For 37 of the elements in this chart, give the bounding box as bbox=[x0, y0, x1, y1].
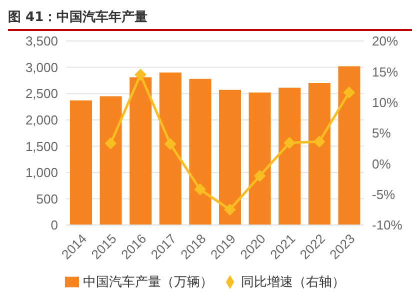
y2-tick-label: 20% bbox=[372, 34, 398, 49]
y2-tick-label: -5% bbox=[372, 186, 396, 202]
point bbox=[224, 204, 236, 216]
bar bbox=[338, 66, 360, 225]
point bbox=[284, 136, 296, 149]
y-tick-label: 3,000 bbox=[25, 60, 58, 75]
bar bbox=[189, 78, 212, 225]
y2-tick-label: 5% bbox=[372, 126, 392, 141]
point bbox=[164, 138, 176, 150]
bar bbox=[100, 96, 122, 225]
y-tick-label: 0 bbox=[50, 218, 58, 233]
point bbox=[254, 170, 266, 182]
legend-label: 同比增速（右轴） bbox=[241, 275, 345, 290]
legend-label: 中国汽车产量（万辆） bbox=[83, 275, 213, 290]
chart-title: 图 41：中国汽车年产量 bbox=[8, 8, 412, 31]
y-tick-label: 2,500 bbox=[25, 86, 58, 102]
y-tick-label: 1,000 bbox=[25, 165, 58, 180]
bar bbox=[219, 90, 241, 225]
bar bbox=[70, 100, 92, 225]
y-tick-label: 2,000 bbox=[25, 112, 58, 128]
y2-tick-label: 15% bbox=[372, 64, 398, 80]
bar bbox=[308, 83, 330, 225]
point bbox=[104, 137, 117, 150]
y-tick-label: 1,500 bbox=[25, 138, 58, 154]
point bbox=[313, 136, 326, 148]
y-tick-label: 3,500 bbox=[25, 34, 58, 49]
bar bbox=[159, 72, 182, 225]
y2-tick-label: 0% bbox=[372, 156, 392, 172]
point bbox=[134, 68, 146, 81]
y2-tick-label: 10% bbox=[372, 94, 398, 110]
y-tick-label: 500 bbox=[36, 191, 58, 206]
point bbox=[343, 86, 356, 99]
bar bbox=[278, 88, 301, 225]
point bbox=[194, 183, 206, 196]
bar bbox=[130, 77, 152, 225]
bar bbox=[248, 92, 271, 225]
y2-tick-label: -10% bbox=[372, 218, 403, 233]
